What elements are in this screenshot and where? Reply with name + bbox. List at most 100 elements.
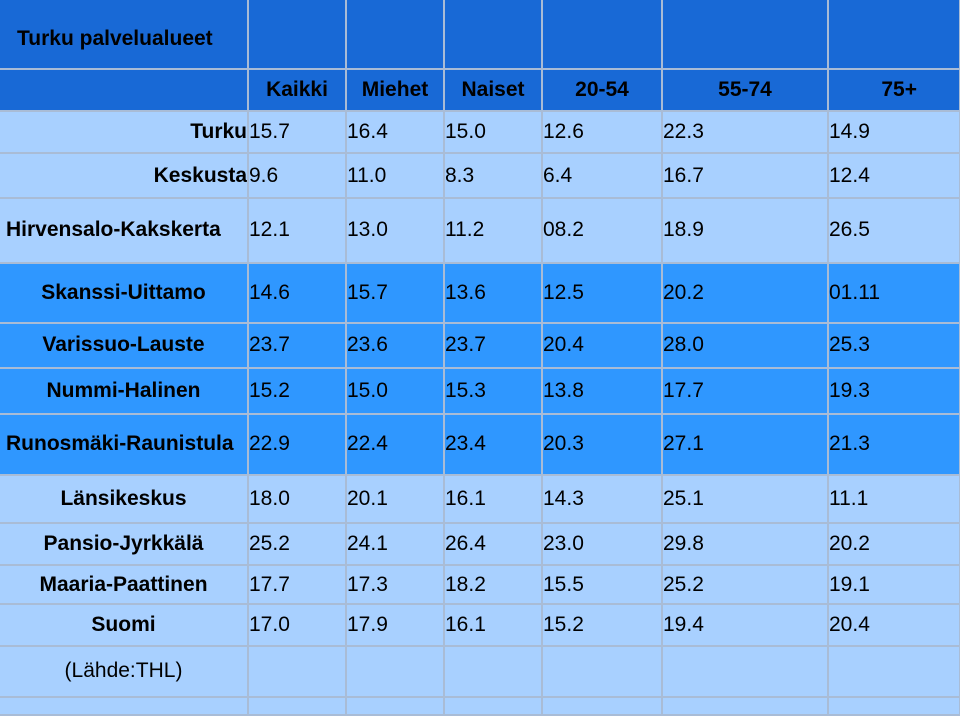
table-cell: 25.2 — [662, 565, 829, 605]
table-row: Keskusta 9.6 11.0 8.3 6.4 16.7 12.4 — [0, 153, 960, 199]
table-cell: 13.0 — [346, 197, 445, 264]
table-cell: 19.1 — [828, 565, 960, 605]
table-cell: 22.4 — [346, 413, 445, 476]
table-cell: 15.7 — [346, 262, 445, 325]
column-header: 55-74 — [662, 68, 829, 113]
table-cell: 25.1 — [662, 474, 829, 525]
table-cell: 24.1 — [346, 523, 445, 567]
table-cell: 11.2 — [444, 197, 543, 264]
table-cell: 29.8 — [662, 523, 829, 567]
table-cell: 15.2 — [248, 367, 347, 415]
table-cell: 8.3 — [444, 153, 543, 199]
table-cell: 17.7 — [662, 367, 829, 415]
column-header: Kaikki — [248, 68, 347, 113]
table-cell: 16.1 — [444, 474, 543, 525]
column-header: 20-54 — [542, 68, 663, 113]
table-cell: 14.9 — [828, 111, 960, 155]
table-cell: 6.4 — [542, 153, 663, 199]
table-cell: 21.3 — [828, 413, 960, 476]
row-label: Skanssi-Uittamo — [0, 262, 249, 325]
table-cell: 17.9 — [346, 603, 445, 648]
column-header: 75+ — [828, 68, 960, 113]
table-cell: 22.9 — [248, 413, 347, 476]
table-cell: 19.3 — [828, 367, 960, 415]
table-row: Varissuo-Lauste 23.7 23.6 23.7 20.4 28.0 25.3 — [0, 323, 960, 369]
table-row: Suomi 17.0 17.9 16.1 15.2 19.4 20.4 — [0, 603, 960, 648]
spacer-row — [0, 696, 960, 716]
table-cell: 15.7 — [248, 111, 347, 155]
table-cell: 15.5 — [542, 565, 663, 605]
table-cell: 15.0 — [346, 367, 445, 415]
table-cell: 25.2 — [248, 523, 347, 567]
row-label: Pansio-Jyrkkälä — [0, 523, 249, 567]
table-cell: 13.6 — [444, 262, 543, 325]
table-cell: 22.3 — [662, 111, 829, 155]
table-cell: 9.6 — [248, 153, 347, 199]
table-cell: 12.6 — [542, 111, 663, 155]
table-cell: 20.3 — [542, 413, 663, 476]
table-cell: 23.4 — [444, 413, 543, 476]
table-cell: 12.5 — [542, 262, 663, 325]
table-row: Maaria-Paattinen 17.7 17.3 18.2 15.5 25.2 19.1 — [0, 565, 960, 605]
table-row: Skanssi-Uittamo 14.6 15.7 13.6 12.5 20.2 01.11 — [0, 262, 960, 325]
table-cell: 20.4 — [542, 323, 663, 369]
table-cell: 13.8 — [542, 367, 663, 415]
table-row: Pansio-Jyrkkälä 25.2 24.1 26.4 23.0 29.8 20.2 — [0, 523, 960, 567]
header-row: Kaikki Miehet Naiset 20-54 55-74 75+ — [0, 68, 960, 113]
table-cell: 20.2 — [828, 523, 960, 567]
table-cell: 16.1 — [444, 603, 543, 648]
table-cell: 20.2 — [662, 262, 829, 325]
row-label: Hirvensalo-Kakskerta — [0, 197, 249, 264]
table-cell: 23.7 — [248, 323, 347, 369]
table-cell: 18.9 — [662, 197, 829, 264]
table-cell: 16.7 — [662, 153, 829, 199]
table-row: Turku 15.7 16.4 15.0 12.6 22.3 14.9 — [0, 111, 960, 155]
title-row: Turku palvelualueet — [0, 0, 960, 70]
table-row: Hirvensalo-Kakskerta 12.1 13.0 11.2 08.2 18.9… — [0, 197, 960, 264]
row-label: Runosmäki-Raunistula — [0, 413, 249, 476]
table-cell: 18.2 — [444, 565, 543, 605]
table-cell: 12.4 — [828, 153, 960, 199]
table-cell: 20.4 — [828, 603, 960, 648]
row-label: Turku — [0, 111, 249, 155]
table-cell: 14.3 — [542, 474, 663, 525]
title-cell: Turku palvelualueet — [0, 0, 249, 70]
table-row: Länsikeskus 18.0 20.1 16.1 14.3 25.1 11.1 — [0, 474, 960, 525]
table-cell: 17.0 — [248, 603, 347, 648]
table-cell: 12.1 — [248, 197, 347, 264]
column-header: Naiset — [444, 68, 543, 113]
row-label: Suomi — [0, 603, 249, 648]
table-cell: 11.1 — [828, 474, 960, 525]
table-cell: 14.6 — [248, 262, 347, 325]
table-cell: 16.4 — [346, 111, 445, 155]
source-note: (Lähde:THL) — [0, 646, 249, 698]
table-cell: 15.3 — [444, 367, 543, 415]
row-label: Maaria-Paattinen — [0, 565, 249, 605]
table-row: Nummi-Halinen 15.2 15.0 15.3 13.8 17.7 19.3 — [0, 367, 960, 415]
table-cell: 17.7 — [248, 565, 347, 605]
table-cell: 23.0 — [542, 523, 663, 567]
table-cell: 17.3 — [346, 565, 445, 605]
table-cell: 08.2 — [542, 197, 663, 264]
table-cell: 28.0 — [662, 323, 829, 369]
table-cell: 15.0 — [444, 111, 543, 155]
row-label: Keskusta — [0, 153, 249, 199]
table-row: Runosmäki-Raunistula 22.9 22.4 23.4 20.3 27.1… — [0, 413, 960, 476]
table-cell: 01.11 — [828, 262, 960, 325]
table-cell: 20.1 — [346, 474, 445, 525]
table-cell: 18.0 — [248, 474, 347, 525]
table-cell: 23.6 — [346, 323, 445, 369]
table-cell: 11.0 — [346, 153, 445, 199]
table-cell: 26.5 — [828, 197, 960, 264]
table-cell: 25.3 — [828, 323, 960, 369]
column-header: Miehet — [346, 68, 445, 113]
row-label: Länsikeskus — [0, 474, 249, 525]
table-cell: 15.2 — [542, 603, 663, 648]
footer-row: (Lähde:THL) — [0, 646, 960, 698]
table-title: Turku palvelualueet — [17, 26, 213, 50]
table-cell: 27.1 — [662, 413, 829, 476]
table-cell: 19.4 — [662, 603, 829, 648]
table-cell: 23.7 — [444, 323, 543, 369]
